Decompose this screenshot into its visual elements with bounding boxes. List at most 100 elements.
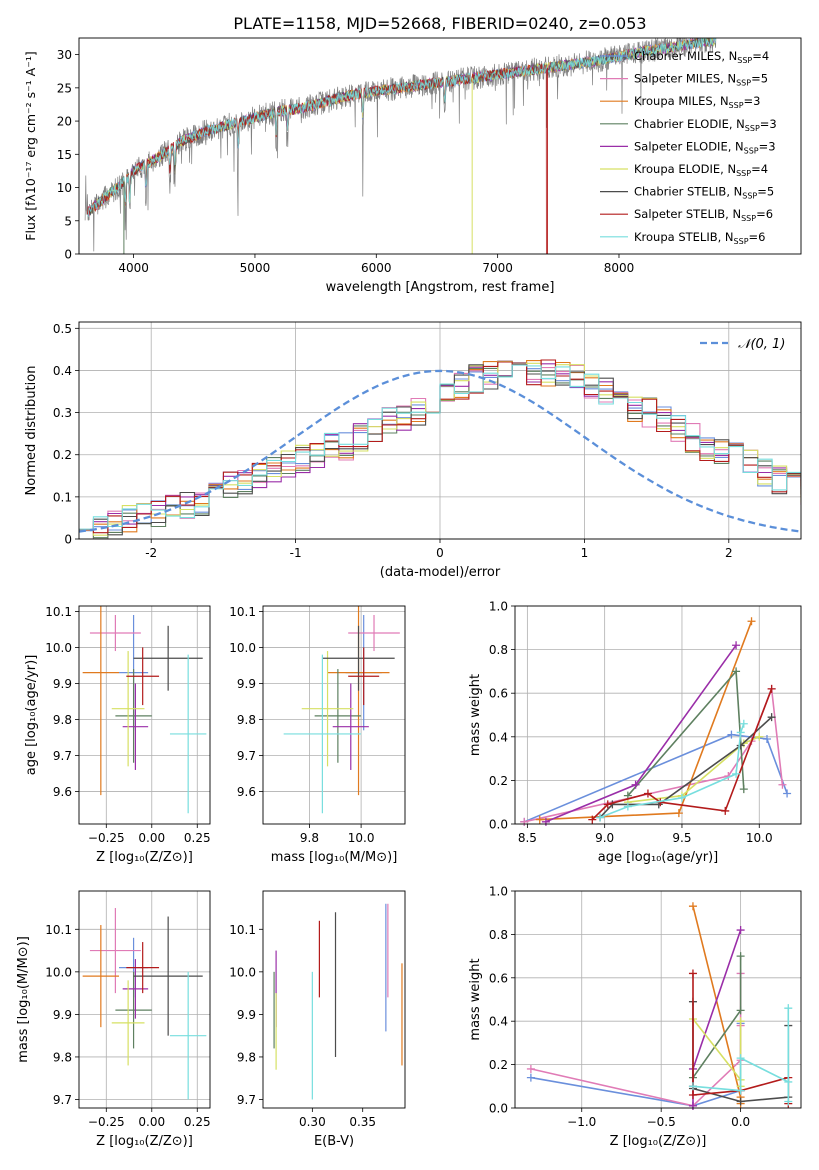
- weight-marker-chabrier-elodie: [739, 785, 748, 794]
- weight-marker-kroupa-miles: [747, 617, 756, 626]
- y-tick-label: 9.7: [237, 1093, 256, 1107]
- plot-area-weight-vs-Z: [526, 902, 793, 1110]
- weight-marker-salpeter-stelib: [588, 815, 597, 824]
- weight-marker-chabrier-stelib: [736, 1097, 745, 1106]
- plot-area-spectrum: [84, 38, 717, 254]
- weight-marker-chabrier-stelib: [767, 713, 776, 722]
- legend-label-chabrier-elodie: Chabrier ELODIE, NSSP=3: [634, 117, 777, 133]
- y-tick-label: 0.3: [53, 406, 72, 420]
- x-axis-label: E(B-V): [314, 1134, 354, 1149]
- y-tick-label: 0.2: [489, 774, 508, 788]
- weight-marker-salpeter-elodie: [732, 641, 741, 650]
- y-axis-label: mass weight: [468, 958, 483, 1040]
- plot-area-residuals: [79, 359, 801, 539]
- legend-spectrum: Chabrier MILES, NSSP=4 Salpeter MILES, NS…: [600, 49, 777, 246]
- x-tick-label: 0: [436, 546, 444, 560]
- y-tick-label: 0.6: [489, 687, 508, 701]
- y-tick-label: 9.8: [237, 713, 256, 727]
- y-tick-label: 0.0: [489, 1102, 508, 1116]
- weight-line-kroupa-miles: [692, 906, 742, 1104]
- y-tick-label: 0.2: [53, 448, 72, 462]
- y-tick-label: 9.9: [237, 1008, 256, 1022]
- weight-marker-salpeter-stelib: [688, 1090, 697, 1099]
- y-tick-label: 10.0: [45, 965, 72, 979]
- x-tick-label: -2: [145, 546, 157, 560]
- x-tick-label: 6000: [361, 261, 392, 275]
- y-tick-label: 9.9: [53, 1008, 72, 1022]
- weight-marker-kroupa-miles: [688, 902, 697, 911]
- x-tick-label: 0.00: [138, 1115, 165, 1129]
- panel-weight-vs-Z: −1.0 −0.5 0.0 0.0 0.2 0.4 0.6 0.8 1.0 Z [log₁₀(Z/…: [468, 885, 802, 1149]
- weight-marker-kroupa-stelib: [736, 728, 745, 737]
- legend-label-chabrier-stelib: Chabrier STELIB, NSSP=5: [634, 185, 774, 201]
- y-tick-label: 9.6: [237, 785, 256, 799]
- plot-area-weight-vs-age: [520, 617, 792, 826]
- x-tick-label: 5000: [240, 261, 271, 275]
- x-axis-label: (data-model)/error: [380, 565, 501, 580]
- y-tick-label: 9.6: [53, 785, 72, 799]
- x-tick-label: −0.25: [88, 1115, 125, 1129]
- weight-marker-kroupa-stelib: [784, 1097, 793, 1106]
- weight-marker-kroupa-miles: [535, 815, 544, 824]
- y-axis-label: age [log₁₀(age/yr)]: [24, 655, 39, 776]
- legend-label-chabrier-miles: Chabrier MILES, NSSP=4: [634, 49, 769, 65]
- y-tick-label: 9.8: [53, 713, 72, 727]
- x-tick-label: 0.00: [138, 831, 165, 845]
- figure-title: PLATE=1158, MJD=52668, FIBERID=0240, z=0…: [233, 14, 646, 33]
- y-tick-label: 0.4: [489, 1015, 508, 1029]
- legend-label-kroupa-elodie: Kroupa ELODIE, NSSP=4: [634, 162, 768, 178]
- panel-weight-vs-age: 8.5 9.0 9.5 10.0 0.0 0.2 0.4 0.6 0.8 1.0 age [log₁…: [468, 600, 802, 865]
- y-tick-label: 10.0: [45, 641, 72, 655]
- weight-marker-chabrier-elodie: [736, 1006, 745, 1015]
- x-tick-label: −0.5: [647, 1115, 676, 1129]
- legend-label-normal: 𝒩(0, 1): [738, 337, 785, 352]
- plot-area-age-vs-Z: [82, 606, 207, 814]
- x-tick-label: 0.25: [184, 1115, 211, 1129]
- x-axis-label: wavelength [Angstrom, rest frame]: [326, 280, 555, 295]
- y-tick-label: 0: [64, 533, 72, 547]
- weight-marker-chabrier-miles: [727, 730, 736, 739]
- y-tick-label: 0.4: [489, 730, 508, 744]
- x-tick-label: 10.0: [348, 831, 375, 845]
- y-axis-label: mass weight: [468, 674, 483, 756]
- axes-frame: [514, 890, 802, 1109]
- axes-frame: [262, 890, 406, 1109]
- y-axis-label: Flux [fλ10⁻¹⁷ erg cm⁻² s⁻¹ A⁻¹]: [23, 51, 38, 240]
- x-axis-label: Z [log₁₀(Z/Z⊙)]: [96, 1134, 193, 1149]
- panel-mass-vs-ebv: 0.30 0.35 9.7 9.8 9.9 10.0 10.1 E(B-V): [229, 890, 406, 1149]
- y-tick-label: 0.0: [489, 818, 508, 832]
- x-tick-label: 9.0: [595, 831, 614, 845]
- y-tick-label: 0.8: [489, 928, 508, 942]
- legend-label-salpeter-stelib: Salpeter STELIB, NSSP=6: [634, 207, 773, 223]
- y-tick-label: 1.0: [489, 885, 508, 899]
- weight-marker-kroupa-stelib: [736, 1054, 745, 1063]
- weight-marker-salpeter-elodie: [736, 926, 745, 935]
- y-tick-label: 10.0: [229, 641, 256, 655]
- normal-curve: [79, 369, 801, 533]
- y-tick-label: 0.4: [53, 364, 72, 378]
- weight-marker-kroupa-stelib: [623, 802, 632, 811]
- weight-marker-kroupa-elodie: [736, 1017, 745, 1026]
- y-tick-label: 9.7: [53, 749, 72, 763]
- weight-marker-kroupa-elodie: [755, 732, 764, 741]
- axes-frame: [78, 605, 211, 825]
- x-axis-label: mass [log₁₀(M/M⊙)]: [271, 850, 398, 865]
- weight-marker-kroupa-stelib: [739, 719, 748, 728]
- x-tick-label: 10.0: [746, 831, 773, 845]
- weight-line-kroupa-elodie: [692, 1018, 742, 1087]
- histogram-kroupa-stelib: [79, 364, 801, 530]
- x-tick-label: 0.35: [349, 1115, 376, 1129]
- y-tick-label: 9.9: [53, 677, 72, 691]
- weight-line-chabrier-elodie: [692, 956, 742, 1079]
- weight-marker-chabrier-miles: [762, 734, 771, 743]
- x-tick-label: −0.25: [88, 831, 125, 845]
- weight-line-salpeter-stelib: [591, 688, 773, 821]
- panel-age-vs-Z: −0.25 0.00 0.25 9.6 9.7 9.8 9.9 10.0 10.1 Z [log₁…: [24, 605, 211, 865]
- y-tick-label: 0.6: [489, 971, 508, 985]
- y-tick-label: 9.8: [53, 1050, 72, 1064]
- weight-marker-salpeter-stelib: [603, 800, 612, 809]
- weight-marker-kroupa-stelib: [677, 793, 686, 802]
- legend-label-kroupa-miles: Kroupa MILES, NSSP=3: [634, 94, 760, 110]
- y-tick-label: 0.5: [53, 322, 72, 336]
